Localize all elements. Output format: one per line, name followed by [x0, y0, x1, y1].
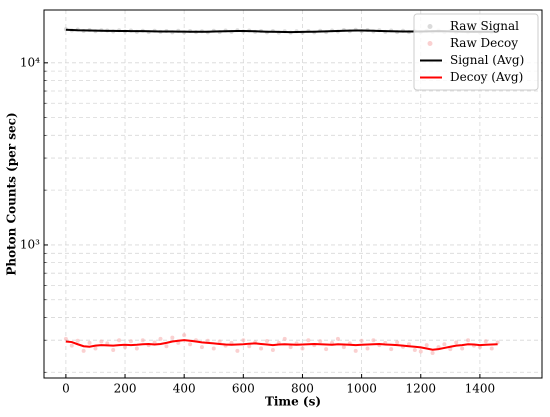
x-tick-label: 1200 — [405, 382, 436, 396]
scatter-point — [341, 345, 346, 350]
x-tick-label: 600 — [232, 382, 255, 396]
x-tick-label: 1400 — [465, 382, 496, 396]
scatter-point — [134, 346, 139, 351]
scatter-point — [247, 344, 252, 349]
scatter-point — [170, 335, 175, 340]
scatter-point — [282, 336, 287, 341]
legend-marker — [427, 24, 433, 29]
scatter-point — [306, 338, 311, 343]
scatter-point — [359, 338, 364, 343]
legend-box — [413, 13, 539, 91]
scatter-point — [418, 349, 423, 354]
scatter-point — [371, 338, 376, 343]
scatter-point — [211, 346, 216, 351]
series-line — [65, 339, 498, 351]
scatter-point — [365, 346, 370, 351]
scatter-point — [117, 338, 122, 343]
legend-label: Raw Signal — [450, 19, 519, 33]
x-axis-label: Time (s) — [265, 395, 321, 409]
scatter-point — [335, 336, 340, 341]
scatter-point — [81, 348, 86, 353]
legend-label: Signal (Avg) — [450, 53, 524, 67]
scatter-point — [460, 346, 465, 351]
scatter-point — [259, 346, 264, 351]
scatter-point — [164, 344, 169, 349]
scatter-point — [123, 345, 128, 350]
scatter-point — [442, 342, 447, 347]
scatter-point — [93, 346, 98, 351]
scatter-point — [87, 340, 92, 345]
scatter-point — [182, 333, 187, 338]
legend-label: Raw Decoy — [450, 36, 518, 50]
legend-marker — [427, 41, 433, 46]
scatter-point — [389, 347, 394, 352]
scatter-point — [477, 345, 482, 350]
scatter-point — [199, 345, 204, 350]
y-axis-label: Photon Counts (per sec) — [5, 112, 19, 275]
scatter-point — [241, 338, 246, 343]
legend: Raw Signal Raw Decoy Signal (Avg) Decoy (Av… — [413, 13, 539, 91]
scatter-point — [235, 348, 240, 353]
x-tick-label: 400 — [173, 382, 196, 396]
x-tick-label: 0 — [62, 382, 70, 396]
legend-label: Decoy (Avg) — [450, 70, 523, 84]
scatter-point — [158, 336, 163, 341]
y-tick-label: 10⁴ — [20, 55, 40, 69]
scatter-point — [128, 339, 133, 344]
scatter-point — [69, 343, 74, 348]
x-tick-label: 200 — [114, 382, 137, 396]
y-tick-label: 10³ — [20, 237, 40, 251]
scatter-point — [412, 348, 417, 353]
x-tick-label: 1000 — [346, 382, 377, 396]
scatter-point — [324, 347, 329, 352]
scatter-point — [288, 345, 293, 350]
scatter-point — [205, 338, 210, 343]
scatter-point — [152, 340, 157, 345]
scatter-point — [176, 340, 181, 345]
scatter-point — [353, 348, 358, 353]
scatter-point — [454, 340, 459, 345]
scatter-point — [483, 339, 488, 344]
scatter-point — [140, 338, 145, 343]
scatter-point — [270, 348, 275, 353]
x-tick-label: 800 — [291, 382, 314, 396]
scatter-point — [300, 346, 305, 351]
scatter-point — [489, 346, 494, 351]
scatter-point — [217, 339, 222, 344]
scatter-point — [466, 338, 471, 343]
scatter-point — [99, 339, 104, 344]
plot-frame — [43, 9, 543, 379]
scatter-point — [430, 351, 435, 356]
scatter-point — [63, 336, 68, 341]
scatter-point — [448, 347, 453, 352]
scatter-point — [264, 338, 269, 343]
scatter-point — [75, 338, 80, 343]
scatter-point — [188, 342, 193, 347]
scatter-point — [111, 348, 116, 353]
scatter-point — [318, 339, 323, 344]
scatter-point — [424, 343, 429, 348]
scatter-point — [395, 340, 400, 345]
